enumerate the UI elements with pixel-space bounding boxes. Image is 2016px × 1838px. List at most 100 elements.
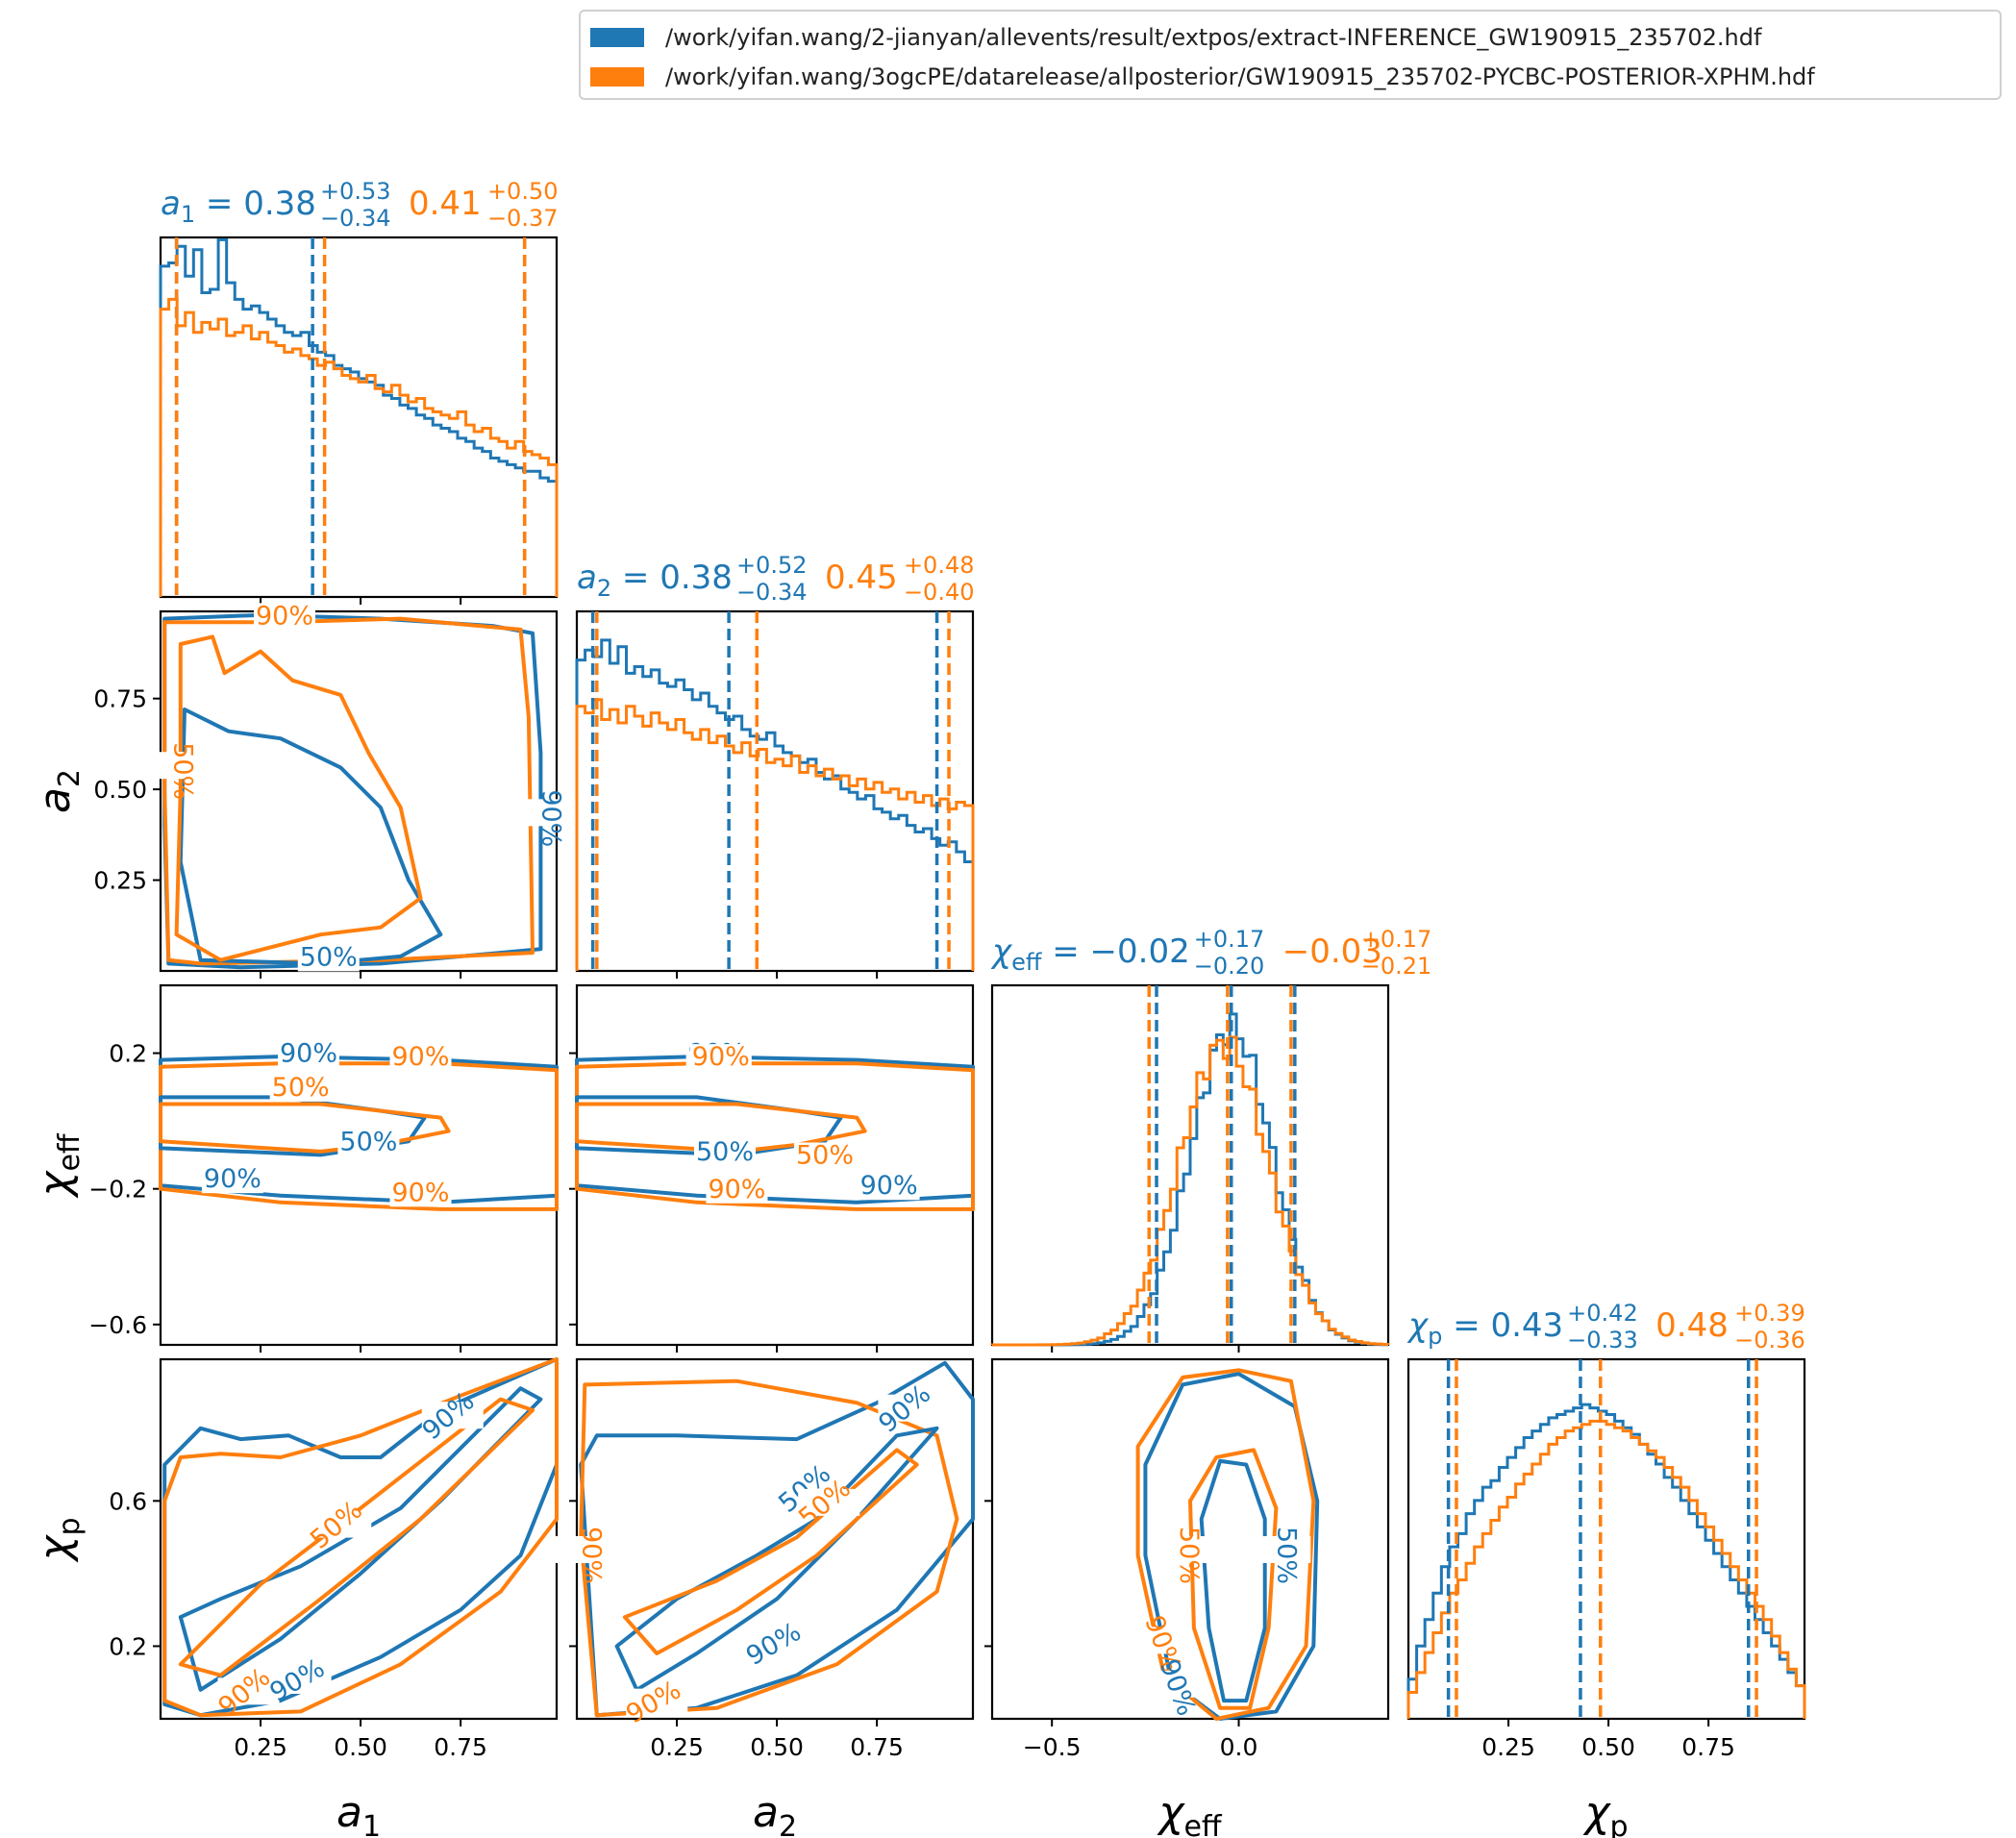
x-axis-label-a1: a1	[336, 1788, 381, 1838]
diag-title-run2-plus-a2: +0.48	[904, 552, 975, 579]
diag-title-run2-minus-a2: −0.40	[904, 579, 975, 606]
histogram-a2-series-1	[575, 638, 975, 971]
diag-title-minus-a2: −0.34	[736, 579, 808, 606]
contour-label: 90%	[708, 1175, 765, 1205]
contour-90-a1-a2-series-2	[162, 616, 535, 966]
contour-label-bg	[201, 1166, 263, 1194]
contour-label: 50%	[168, 742, 198, 800]
contour-label: 90%	[741, 1617, 806, 1672]
contour-label-bg	[254, 603, 316, 631]
panel-frame-a1-a2	[159, 609, 559, 973]
legend-label-run2: /work/yifan.wang/3ogcPE/datarelease/allp…	[665, 63, 1815, 90]
contour-label: 90%	[536, 789, 566, 847]
contour-label-bg	[269, 1074, 332, 1102]
y-tick-label: 0.2	[109, 1632, 147, 1660]
contour-label: 50%	[1271, 1527, 1301, 1584]
y-axis-label-chi_p: χp	[31, 1517, 87, 1562]
panel-frame-chi_p	[1406, 1357, 1806, 1721]
x-tick-label: −0.5	[1023, 1733, 1082, 1761]
diag-title-run2-chi_p: 0.48	[1655, 1306, 1729, 1345]
contour-label-bg	[554, 1536, 616, 1563]
x-axis-label-a2: a2	[753, 1788, 797, 1838]
contour-label: 90%	[391, 1042, 449, 1072]
contour-label-bg	[626, 1688, 688, 1716]
diag-title-run2-plus-a1: +0.50	[487, 178, 559, 205]
contour-label-bg	[1152, 1536, 1214, 1563]
legend-swatch-run1	[590, 28, 644, 47]
diag-title-run2-a2: 0.45	[825, 559, 898, 597]
x-axis-label-chi_p: χp	[1582, 1788, 1628, 1838]
x-tick-label: 0.25	[650, 1733, 704, 1761]
diag-title-run2-chi_eff: −0.03	[1282, 932, 1382, 971]
contour-label-bg	[421, 1402, 484, 1429]
histogram-chi_p-series-1	[1406, 1403, 1806, 1719]
x-tick-label: 0.75	[434, 1733, 487, 1761]
contour-label-bg	[337, 1129, 400, 1156]
contour-label: 90%	[692, 1042, 750, 1072]
diag-title-run2-plus-chi_p: +0.39	[1734, 1300, 1805, 1327]
diag-title-run2-a1: 0.41	[409, 185, 482, 223]
contour-label-bg	[693, 1138, 756, 1166]
contour-label-bg	[310, 1510, 372, 1538]
y-tick-label: 0.25	[93, 867, 147, 895]
contour-label-bg	[798, 1488, 860, 1516]
contour-label-bg	[389, 1044, 452, 1072]
y-axis-label-chi_eff: χeff	[31, 1132, 87, 1199]
contour-label-bg	[513, 799, 576, 827]
y-tick-label: −0.6	[88, 1311, 147, 1339]
contour-label-bg	[1126, 1627, 1188, 1654]
contour-label-bg	[706, 1176, 768, 1204]
contour-label-bg	[1249, 1536, 1311, 1563]
contour-label-bg	[269, 1667, 332, 1694]
legend: /work/yifan.wang/2-jianyan/allevents/res…	[579, 10, 2002, 100]
contour-50-a1-a2-series-2	[174, 634, 423, 962]
contour-50-a2-chi_eff-series-1	[575, 1095, 843, 1157]
contour-label-bg	[746, 1630, 809, 1658]
x-tick-label: 0.50	[750, 1733, 804, 1761]
diag-title-run2-minus-chi_p: −0.36	[1734, 1327, 1805, 1354]
contour-50-a2-chi_eff-series-2	[575, 1102, 867, 1154]
diag-title-chi_eff: χeff = −0.02	[990, 932, 1190, 976]
histogram-chi_eff-series-2	[992, 1035, 1390, 1347]
histogram-a1-series-2	[159, 297, 559, 597]
x-tick-label: 0.0	[1220, 1733, 1258, 1761]
y-tick-label: 0.2	[109, 1040, 147, 1068]
contour-label-bg	[145, 752, 208, 780]
contour-50-a1-chi_eff-series-2	[159, 1102, 451, 1154]
diag-title-plus-chi_eff: +0.17	[1194, 926, 1265, 953]
contour-label: 50%	[1174, 1527, 1204, 1584]
y-tick-label: 0.50	[93, 776, 147, 804]
y-axis-label-a2: a2	[31, 769, 87, 813]
x-tick-label: 0.50	[1581, 1733, 1635, 1761]
diag-title-chi_p: χp = 0.43	[1406, 1306, 1563, 1350]
contour-label-bg	[878, 1394, 940, 1422]
x-tick-label: 0.75	[1681, 1733, 1735, 1761]
contour-label-bg	[1140, 1670, 1203, 1698]
y-tick-label: 0.6	[109, 1487, 147, 1515]
contour-label-bg	[689, 1044, 752, 1072]
diag-title-plus-a1: +0.53	[320, 178, 391, 205]
contour-90-a1-chi_p-series-2	[162, 1357, 559, 1718]
diag-title-minus-chi_p: −0.33	[1567, 1327, 1638, 1354]
x-tick-label: 0.25	[234, 1733, 287, 1761]
contour-label: 90%	[204, 1164, 261, 1194]
contour-label-bg	[297, 944, 360, 972]
x-axis-label-chi_eff: χeff	[1157, 1788, 1223, 1838]
contour-label: 90%	[391, 1178, 449, 1207]
panel-frame-chi_eff-chi_p	[990, 1357, 1390, 1721]
contour-label-bg	[217, 1677, 280, 1705]
y-tick-label: 0.75	[93, 685, 147, 713]
legend-entry-run1: /work/yifan.wang/2-jianyan/allevents/res…	[590, 20, 1761, 55]
contour-50-a1-chi_p-series-2	[178, 1397, 535, 1677]
diag-title-run2-plus-chi_eff: +0.17	[1361, 926, 1432, 953]
diag-title-a1: a1 = 0.38	[161, 185, 316, 228]
contour-label: 50%	[300, 942, 358, 972]
diag-title-plus-chi_p: +0.42	[1567, 1300, 1638, 1327]
contour-label-bg	[858, 1173, 920, 1201]
histogram-a2-series-2	[575, 698, 975, 971]
legend-entry-run2: /work/yifan.wang/3ogcPE/datarelease/allp…	[590, 60, 1815, 94]
contour-label: 90%	[256, 601, 313, 631]
contour-label-bg	[389, 1180, 452, 1207]
panel-frame-a1	[159, 236, 559, 599]
